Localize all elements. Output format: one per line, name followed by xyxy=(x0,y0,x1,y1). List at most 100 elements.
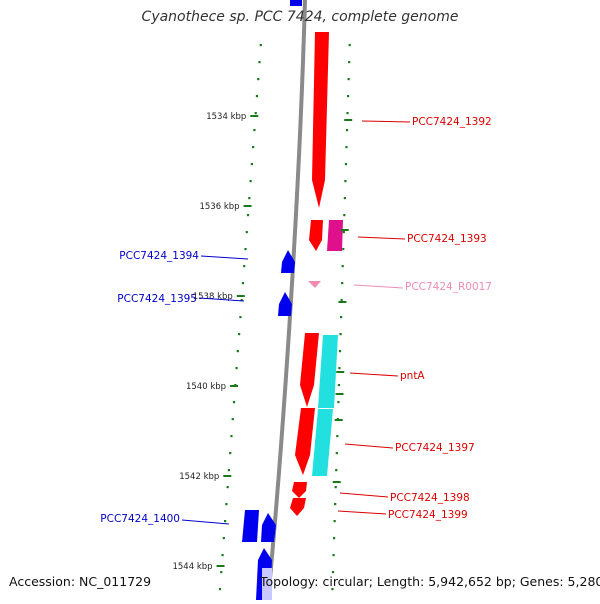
gene-label-leader xyxy=(181,519,230,525)
scale-dot xyxy=(248,197,251,200)
gene-highlight xyxy=(262,568,272,600)
scale-dot xyxy=(229,452,232,455)
scale-dot xyxy=(339,316,343,319)
scale-dot xyxy=(348,44,351,47)
scale-dot xyxy=(258,61,261,64)
scale-dot xyxy=(331,571,335,574)
scale-dot xyxy=(334,486,337,489)
gene-pntA-cds[interactable] xyxy=(318,335,338,408)
scale-dot xyxy=(341,265,344,268)
gene-PCC7424_R0017[interactable] xyxy=(308,281,321,288)
scale-dot xyxy=(239,316,242,319)
scale-dot xyxy=(340,299,343,302)
scale-dot xyxy=(344,180,347,183)
scale-dot xyxy=(227,469,231,472)
scale-dot xyxy=(332,537,336,540)
gene-PCC7424_1393[interactable] xyxy=(309,220,323,251)
scale-dot xyxy=(336,435,339,438)
gene-label-leader xyxy=(337,510,387,515)
scale-dot xyxy=(243,265,246,268)
gene-label[interactable]: PCC7424_1393 xyxy=(407,233,487,245)
scale-dot xyxy=(218,588,222,591)
scale-dot xyxy=(241,282,245,285)
gene-pntA[interactable] xyxy=(300,333,319,407)
gene-label-leader xyxy=(357,236,406,240)
genome-summary-text: Topology: circular; Length: 5,942,652 bp… xyxy=(260,574,600,589)
scale-dot xyxy=(335,469,338,472)
scale-dot xyxy=(249,180,252,183)
scale-dot xyxy=(345,146,348,149)
scale-dot xyxy=(339,333,342,336)
scale-dot xyxy=(250,163,253,166)
gene-label-leader xyxy=(198,297,245,302)
gene-label[interactable]: PCC7424_R0017 xyxy=(405,281,492,293)
gene-PCC7424_1398[interactable] xyxy=(292,482,307,498)
gene-label[interactable]: PCC7424_1394 xyxy=(119,250,199,262)
gene-label[interactable]: PCC7424_1399 xyxy=(388,509,468,521)
scale-dot xyxy=(342,248,345,251)
scale-dot xyxy=(331,588,334,591)
scale-dot xyxy=(332,554,335,557)
gene-label-leader xyxy=(353,284,404,289)
map-title: Cyanothece sp. PCC 7424, complete genome xyxy=(141,9,459,25)
scale-tick-label: 1538 kbp xyxy=(193,292,233,302)
scale-dot xyxy=(222,537,225,540)
gene-label-leader xyxy=(349,372,399,377)
scale-dot xyxy=(348,61,351,64)
gene-PCC7424_1397[interactable] xyxy=(295,408,315,475)
gene-label[interactable]: PCC7424_1398 xyxy=(390,492,470,504)
scale-dot xyxy=(221,554,224,557)
scale-dot xyxy=(343,214,346,217)
scale-dot xyxy=(245,231,248,234)
scale-dot xyxy=(240,299,243,302)
scale-dot xyxy=(224,520,227,523)
scale-dot xyxy=(252,146,255,149)
scale-tick-label: 1536 kbp xyxy=(199,202,239,212)
scale-dot xyxy=(346,95,350,98)
scale-dot xyxy=(232,401,236,404)
scale-dot xyxy=(225,503,228,506)
genome-backbone xyxy=(266,0,307,601)
gene-label-leader xyxy=(200,255,249,260)
scale-dot xyxy=(338,367,341,370)
gene-PCC7424_1393-cds[interactable] xyxy=(327,220,343,251)
scale-dot xyxy=(343,197,346,200)
scale-dot xyxy=(255,95,259,98)
scale-dot xyxy=(244,248,247,251)
scale-dot xyxy=(341,282,344,285)
gene-PCC7424_1394[interactable] xyxy=(281,250,295,273)
gene-label[interactable]: PCC7424_1397 xyxy=(395,442,475,454)
gene-PCC7424_1397-cds[interactable] xyxy=(312,409,333,476)
gene-label[interactable]: pntA xyxy=(400,370,425,382)
gene-label[interactable]: PCC7424_1400 xyxy=(100,513,180,525)
scale-dot xyxy=(337,384,341,387)
scale-dot xyxy=(236,350,239,353)
scale-dot xyxy=(254,112,257,115)
scale-dot xyxy=(335,452,338,455)
scale-dot xyxy=(337,401,340,404)
gene-partial-top[interactable] xyxy=(290,0,302,6)
scale-dot xyxy=(347,78,350,81)
accession-text: Accession: NC_011729 xyxy=(9,574,152,589)
gene-PCC7424_1392[interactable] xyxy=(312,32,329,208)
scale-dot xyxy=(231,418,234,421)
gene-PCC7424_1400[interactable] xyxy=(242,510,259,542)
scale-dot xyxy=(344,163,348,166)
scale-tick-label: 1540 kbp xyxy=(186,382,226,392)
scale-dot xyxy=(345,129,349,132)
scale-dot xyxy=(238,333,241,336)
scale-dot xyxy=(235,367,238,370)
scale-tick-label: 1544 kbp xyxy=(172,562,212,572)
scale-dot xyxy=(346,112,349,115)
gene-label-leader xyxy=(361,120,411,123)
gene-label[interactable]: PCC7424_1392 xyxy=(412,116,492,128)
gene-PCC7424_1399[interactable] xyxy=(290,498,306,516)
gene-PCC7424_1395[interactable] xyxy=(278,292,292,316)
gene-PCC7424_1400b[interactable] xyxy=(261,513,276,542)
scale-dot xyxy=(257,78,260,81)
scale-tick-label: 1542 kbp xyxy=(179,472,219,482)
gene-label[interactable]: PCC7424_1395 xyxy=(117,293,197,305)
scale-dot xyxy=(342,231,345,234)
